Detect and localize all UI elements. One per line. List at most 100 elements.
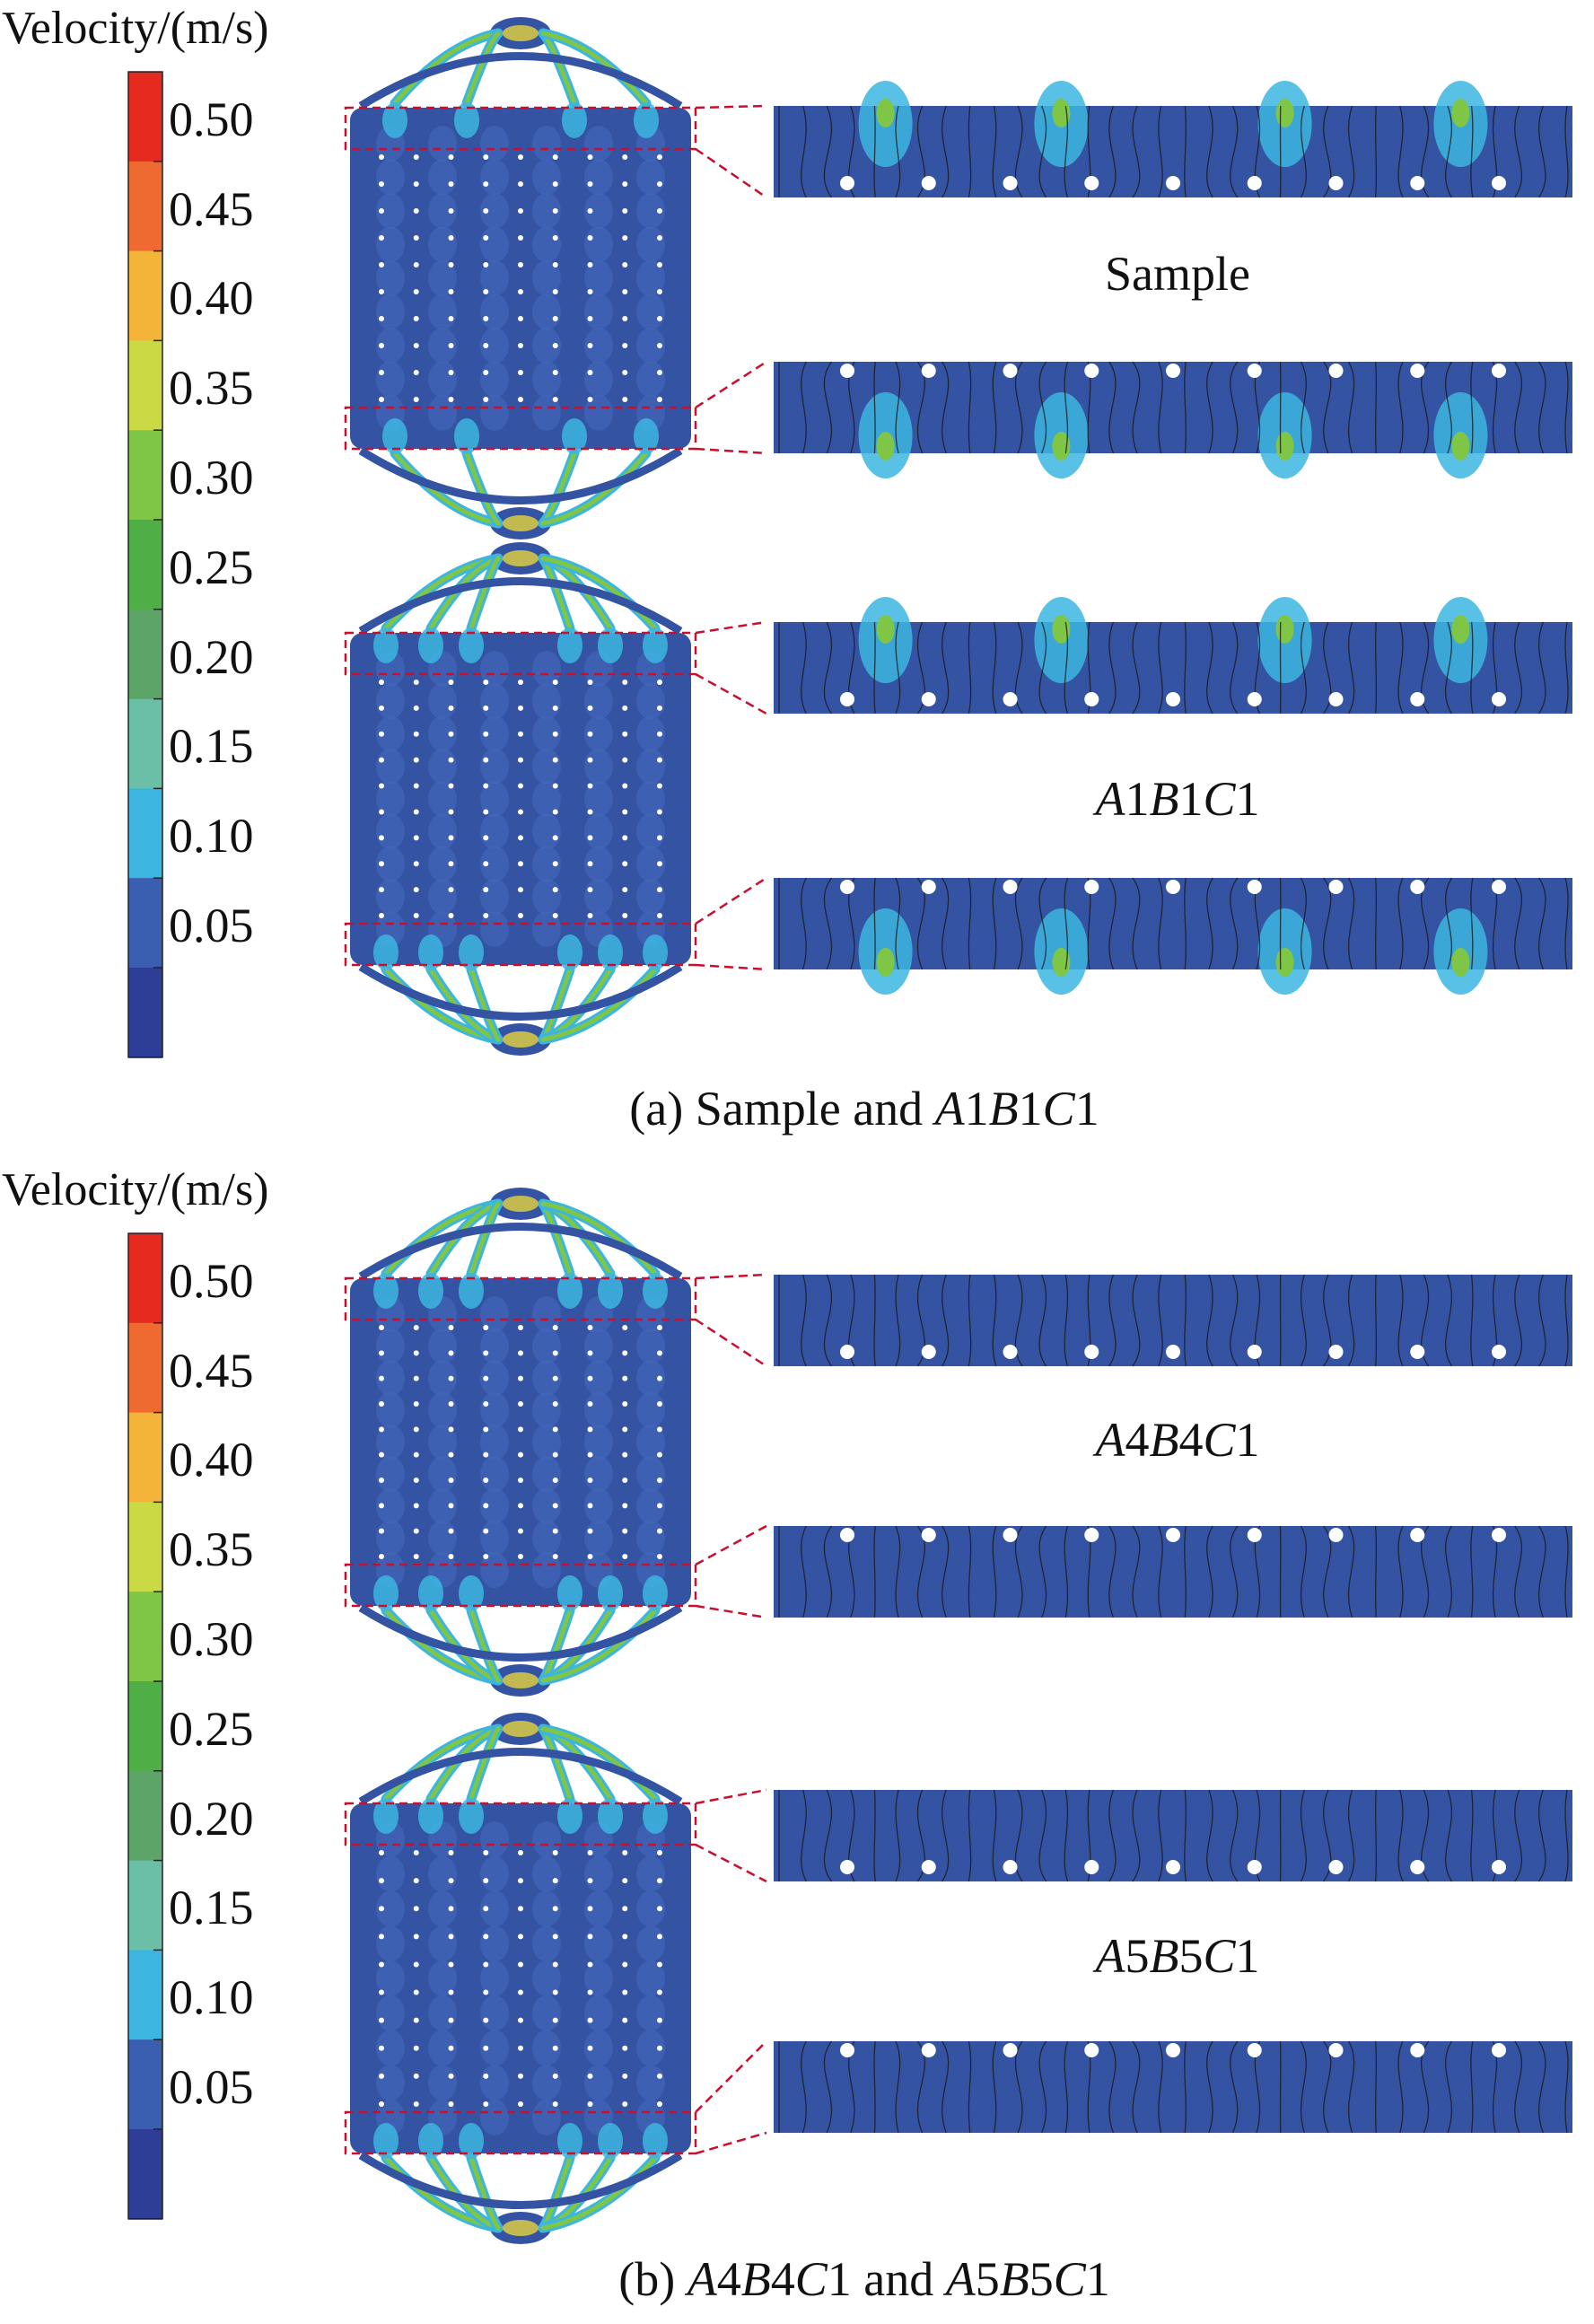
cap-b-11: 5 xyxy=(1029,2252,1054,2306)
pin xyxy=(587,835,593,841)
streamline xyxy=(895,361,901,454)
streamline xyxy=(1470,621,1474,715)
pin xyxy=(622,705,628,711)
flow-blotch xyxy=(584,159,613,196)
streamline xyxy=(1537,621,1546,715)
cap-a-4: 1 xyxy=(1018,1082,1043,1136)
flow-blotch xyxy=(636,328,665,364)
cap-a-1: A xyxy=(934,1082,965,1136)
flow-blotch xyxy=(636,1890,665,1927)
flow-blotch xyxy=(584,781,613,817)
streamline xyxy=(1184,1789,1187,1882)
flow-blotch xyxy=(428,2065,457,2101)
strip-pin xyxy=(1166,176,1180,190)
pin xyxy=(379,154,384,160)
manifold-channel-core xyxy=(540,1726,658,1802)
pin xyxy=(413,705,419,711)
strip-pin xyxy=(1003,1345,1018,1359)
zoom-box-top xyxy=(344,1276,697,1321)
streamline xyxy=(1300,621,1307,715)
colorbar-tick-label: 0.25 xyxy=(169,539,254,594)
flow-blotch xyxy=(532,781,561,817)
sub-a1-A: A xyxy=(1095,772,1125,826)
pin xyxy=(379,1906,384,1912)
pin xyxy=(448,235,454,241)
streamline xyxy=(1064,621,1069,715)
flow-blotch xyxy=(428,781,457,817)
streamline xyxy=(992,2040,997,2134)
pin xyxy=(657,835,662,841)
flow-blotch xyxy=(584,1855,613,1892)
zoom-guide xyxy=(695,876,767,925)
inlet-jet xyxy=(598,934,623,970)
pin xyxy=(448,2045,454,2051)
streamline xyxy=(1230,2040,1239,2134)
strip-pin xyxy=(1247,880,1262,894)
strip-pin xyxy=(1492,364,1506,378)
streamline xyxy=(1064,1525,1069,1618)
colorbar-b xyxy=(127,1232,163,2220)
cap-b-7: and xyxy=(851,2252,946,2306)
pin xyxy=(413,154,419,160)
zoom-box-top xyxy=(344,1802,697,1846)
pin xyxy=(622,2101,628,2107)
flow-blotch xyxy=(584,846,613,882)
flow-blotch xyxy=(376,1960,405,1996)
pin xyxy=(483,1878,489,1884)
flow-blotch xyxy=(376,1890,405,1927)
streamline xyxy=(1537,361,1546,454)
streamline xyxy=(1397,361,1404,454)
streamline xyxy=(1132,361,1141,454)
zoom-guide xyxy=(695,1273,767,1280)
pin xyxy=(518,1906,523,1912)
streamline xyxy=(1014,361,1023,454)
pin xyxy=(518,1528,523,1534)
pin xyxy=(622,1934,628,1940)
streamline xyxy=(1108,105,1117,198)
pin xyxy=(483,154,489,160)
streamline xyxy=(1420,105,1430,198)
cap-b-6: 1 xyxy=(827,2252,852,2306)
pin xyxy=(413,1503,419,1509)
streamline xyxy=(1014,1274,1023,1367)
streamline xyxy=(1444,105,1453,198)
streamline xyxy=(1323,2040,1332,2134)
pin xyxy=(413,1934,419,1940)
streamline xyxy=(823,361,833,454)
pin xyxy=(657,1350,662,1356)
streamline xyxy=(1444,2040,1453,2134)
pin xyxy=(483,397,489,402)
pin xyxy=(518,835,523,841)
pin xyxy=(448,1451,454,1458)
pin xyxy=(379,731,384,737)
pin xyxy=(552,316,558,321)
flow-blotch xyxy=(532,1960,561,1996)
pin xyxy=(413,835,419,841)
pin xyxy=(518,1478,523,1483)
inlet-jet xyxy=(557,934,582,970)
streamline xyxy=(1158,361,1163,454)
zoom-box-bottom xyxy=(344,2110,697,2155)
pin xyxy=(552,2073,558,2079)
pin xyxy=(448,835,454,841)
flow-blotch xyxy=(532,911,561,947)
flow-blotch xyxy=(532,159,561,196)
streamline xyxy=(1132,105,1141,198)
pin xyxy=(622,913,628,918)
streamline xyxy=(942,621,950,715)
inlet-jet xyxy=(557,1273,582,1309)
flow-blotch xyxy=(584,748,613,785)
pin xyxy=(518,1989,523,1995)
pin xyxy=(448,1503,454,1509)
pin xyxy=(622,835,628,841)
manifold-outer-arc xyxy=(358,1223,683,1280)
pin xyxy=(483,1350,489,1356)
flow-blotch xyxy=(636,846,665,882)
flow-blotch xyxy=(376,1360,405,1397)
pin xyxy=(552,343,558,348)
streamline xyxy=(1514,1525,1523,1618)
pin xyxy=(379,1375,384,1381)
streamline xyxy=(1537,1789,1546,1882)
strip-pin xyxy=(921,692,936,706)
pin xyxy=(448,181,454,187)
